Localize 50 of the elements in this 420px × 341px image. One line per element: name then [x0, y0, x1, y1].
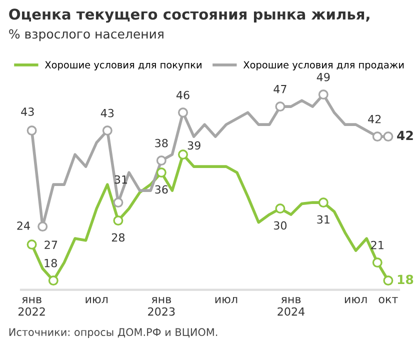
x-tick-label: янв 2022: [18, 297, 45, 316]
point: [318, 90, 328, 100]
point: [38, 222, 48, 232]
text: Источники: опросы ДОМ.РФ и ВЦИОМ.: [9, 328, 218, 338]
data-label: 43: [21, 107, 34, 116]
data-label: 24: [17, 221, 30, 230]
x-tick-label: июл: [215, 296, 238, 304]
x-tick-label: июл: [344, 296, 367, 304]
data-label: 43: [100, 108, 114, 118]
data-label: 31: [317, 215, 330, 224]
chart-title: Оценка текущего состояния рынка жилья,: [9, 8, 370, 23]
data-label: 18: [398, 274, 414, 284]
point: [383, 132, 394, 142]
chart-subtitle: % взрослого населения: [9, 29, 164, 42]
point: [102, 126, 112, 136]
point: [26, 240, 37, 250]
point: [113, 216, 124, 226]
data-label: 38: [155, 138, 168, 148]
point: [178, 108, 188, 118]
data-label: 28: [112, 233, 125, 242]
point: [48, 276, 58, 286]
data-label: 30: [274, 221, 287, 230]
data-label: 27: [44, 240, 58, 249]
legend-label: Хорошие условия для покупки: [44, 61, 202, 70]
point: [372, 258, 382, 268]
x-tick-label: янв 2024: [278, 297, 305, 316]
data-label: 42: [397, 130, 413, 140]
data-label: 18: [44, 258, 57, 268]
x-tick-label: окт: [378, 296, 398, 304]
point: [275, 204, 286, 214]
x-tick-label: янв 2023: [148, 297, 175, 316]
point: [113, 198, 124, 208]
point: [318, 198, 328, 208]
x-tick-label: июл: [86, 296, 108, 304]
data-label: 36: [155, 185, 168, 194]
legend-label: Хорошие условия для продажи: [243, 61, 404, 70]
data-label: 42: [368, 114, 381, 124]
point: [178, 150, 188, 160]
data-label: 21: [371, 240, 384, 250]
data-label: 39: [188, 141, 200, 150]
point: [383, 276, 394, 286]
data-label: 31: [114, 175, 128, 184]
point: [156, 168, 166, 178]
point: [26, 126, 37, 136]
point: [372, 132, 382, 142]
point: [156, 156, 166, 166]
data-label: 49: [316, 72, 330, 82]
data-label: 46: [176, 90, 190, 100]
data-label: 47: [274, 85, 286, 94]
point: [275, 102, 286, 112]
